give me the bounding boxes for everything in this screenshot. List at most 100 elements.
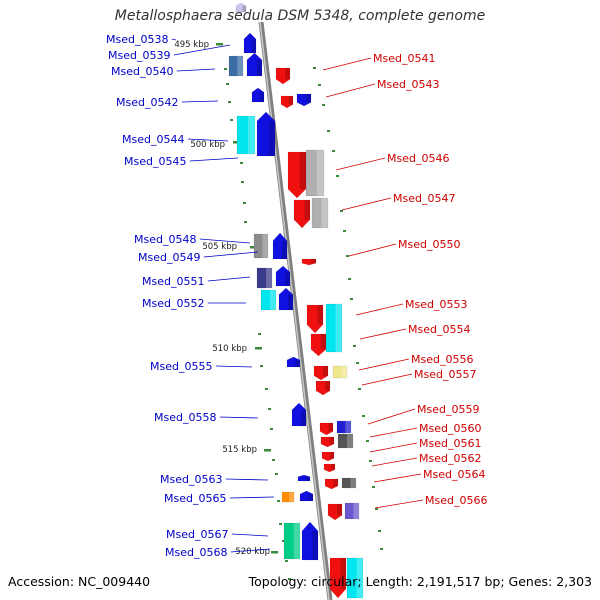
gene-label[interactable]: Msed_0564 xyxy=(423,468,485,481)
forward-strand-gene-arrow xyxy=(299,490,314,502)
kbp-label: 495 kbp xyxy=(174,40,209,50)
gene-label[interactable]: Msed_0561 xyxy=(419,437,481,450)
gene-label[interactable]: Msed_0553 xyxy=(405,298,467,311)
reverse-strand-gene-arrow xyxy=(293,199,311,229)
scale-tick xyxy=(336,175,339,177)
scale-tick xyxy=(378,530,381,532)
gene-label[interactable]: Msed_0557 xyxy=(414,368,476,381)
right-label-leader xyxy=(325,83,376,98)
scale-major-tick xyxy=(250,246,257,249)
forward-strand-gene-arrow xyxy=(272,232,288,260)
forward-strand-gene-arrow xyxy=(235,2,247,13)
gene-arrow-shade xyxy=(320,334,326,350)
gene-arrow-shade xyxy=(340,558,346,589)
scale-tick xyxy=(226,83,229,85)
gene-label[interactable]: Msed_0554 xyxy=(408,323,470,336)
forward-strand-gene-arrow xyxy=(243,32,257,54)
gene-label[interactable]: Msed_0558 xyxy=(154,411,216,424)
scale-tick xyxy=(362,415,365,417)
gene-arrow-shade xyxy=(295,360,300,367)
gene-arrow-shade xyxy=(325,381,330,391)
right-label-leader xyxy=(322,57,372,71)
left-label-leader xyxy=(173,44,231,56)
gene-block xyxy=(283,522,301,560)
right-label-leader xyxy=(361,373,413,386)
gene-label[interactable]: Msed_0552 xyxy=(142,297,204,310)
gene-arrow-shade xyxy=(306,94,311,103)
reverse-strand-gene-arrow xyxy=(275,67,291,85)
gene-block-shade xyxy=(316,150,324,196)
kbp-label: 500 kbp xyxy=(190,140,225,150)
forward-strand-gene-arrow xyxy=(251,87,265,103)
reverse-strand-gene-arrow xyxy=(296,93,312,107)
gene-label[interactable]: Msed_0559 xyxy=(417,403,479,416)
gene-label[interactable]: Msed_0567 xyxy=(166,528,228,541)
gene-arrow-shade xyxy=(282,240,287,259)
scale-tick xyxy=(353,345,356,347)
gene-block xyxy=(337,433,354,449)
left-label-leader xyxy=(176,68,216,72)
gene-label[interactable]: Msed_0547 xyxy=(393,192,455,205)
gene-label[interactable]: Msed_0550 xyxy=(398,238,460,251)
scale-tick xyxy=(272,459,275,461)
forward-strand-gene-arrow xyxy=(297,474,311,482)
reverse-strand-gene-arrow xyxy=(321,451,335,462)
scale-tick xyxy=(322,104,325,106)
gene-arrow-shade xyxy=(331,464,335,470)
gene-block-shade xyxy=(247,116,255,154)
gene-block xyxy=(228,55,244,77)
reverse-strand-gene-arrow xyxy=(324,478,339,490)
scale-tick xyxy=(268,408,271,410)
right-label-leader xyxy=(341,197,392,211)
gene-arrow-shade xyxy=(305,476,310,481)
scale-tick xyxy=(279,523,282,525)
gene-label[interactable]: Msed_0562 xyxy=(419,452,481,465)
right-label-leader xyxy=(367,408,416,425)
scale-tick xyxy=(350,298,353,300)
gene-label[interactable]: Msed_0565 xyxy=(164,492,226,505)
reverse-strand-gene-arrow xyxy=(329,557,347,599)
scale-major-tick xyxy=(264,449,271,452)
gene-block-shade xyxy=(237,56,243,76)
right-label-leader xyxy=(355,303,404,316)
kbp-label: 520 kbp xyxy=(235,547,270,557)
scale-tick xyxy=(285,560,288,562)
gene-label[interactable]: Msed_0549 xyxy=(138,251,200,264)
scale-tick xyxy=(318,84,321,86)
gene-arrow-shade xyxy=(242,5,246,12)
scale-tick xyxy=(277,500,280,502)
gene-block-shade xyxy=(347,434,353,448)
forward-strand-gene-arrow xyxy=(301,521,319,561)
gene-label[interactable]: Msed_0539 xyxy=(108,49,170,62)
gene-label[interactable]: Msed_0541 xyxy=(373,52,435,65)
label-leader-lines xyxy=(171,38,424,553)
gene-label[interactable]: Msed_0543 xyxy=(377,78,439,91)
gene-label[interactable]: Msed_0545 xyxy=(124,155,186,168)
scale-tick xyxy=(348,278,351,280)
gene-label[interactable]: Msed_0546 xyxy=(387,152,449,165)
gene-label[interactable]: Msed_0566 xyxy=(425,494,487,507)
gene-arrow-shade xyxy=(301,409,306,426)
gene-label[interactable]: Msed_0548 xyxy=(134,233,196,246)
gene-label[interactable]: Msed_0556 xyxy=(411,353,473,366)
scale-tick xyxy=(346,255,349,257)
gene-label[interactable]: Msed_0551 xyxy=(142,275,204,288)
gene-arrow-shade xyxy=(285,68,290,80)
gene-label[interactable]: Msed_0542 xyxy=(116,96,178,109)
gene-label[interactable]: Msed_0555 xyxy=(150,360,212,373)
gene-label[interactable]: Msed_0540 xyxy=(111,65,173,78)
gene-label[interactable]: Msed_0560 xyxy=(419,422,481,435)
gene-block xyxy=(346,557,364,599)
gene-block-shade xyxy=(345,421,351,433)
gene-label[interactable]: Msed_0538 xyxy=(106,33,168,46)
gene-label[interactable]: Msed_0544 xyxy=(122,133,184,146)
left-label-leader xyxy=(171,38,177,41)
kbp-label: 505 kbp xyxy=(202,242,237,252)
reverse-strand-gene-arrow xyxy=(315,380,331,396)
gene-label[interactable]: Msed_0563 xyxy=(160,473,222,486)
gene-arrow-shade xyxy=(329,437,334,444)
left-gene-labels: Msed_0538 Msed_0539 Msed_0540 Msed_0542 Msed… xyxy=(106,33,228,559)
gene-arrow-shade xyxy=(259,92,264,102)
gene-label[interactable]: Msed_0568 xyxy=(165,546,227,559)
right-label-leader xyxy=(373,473,422,483)
